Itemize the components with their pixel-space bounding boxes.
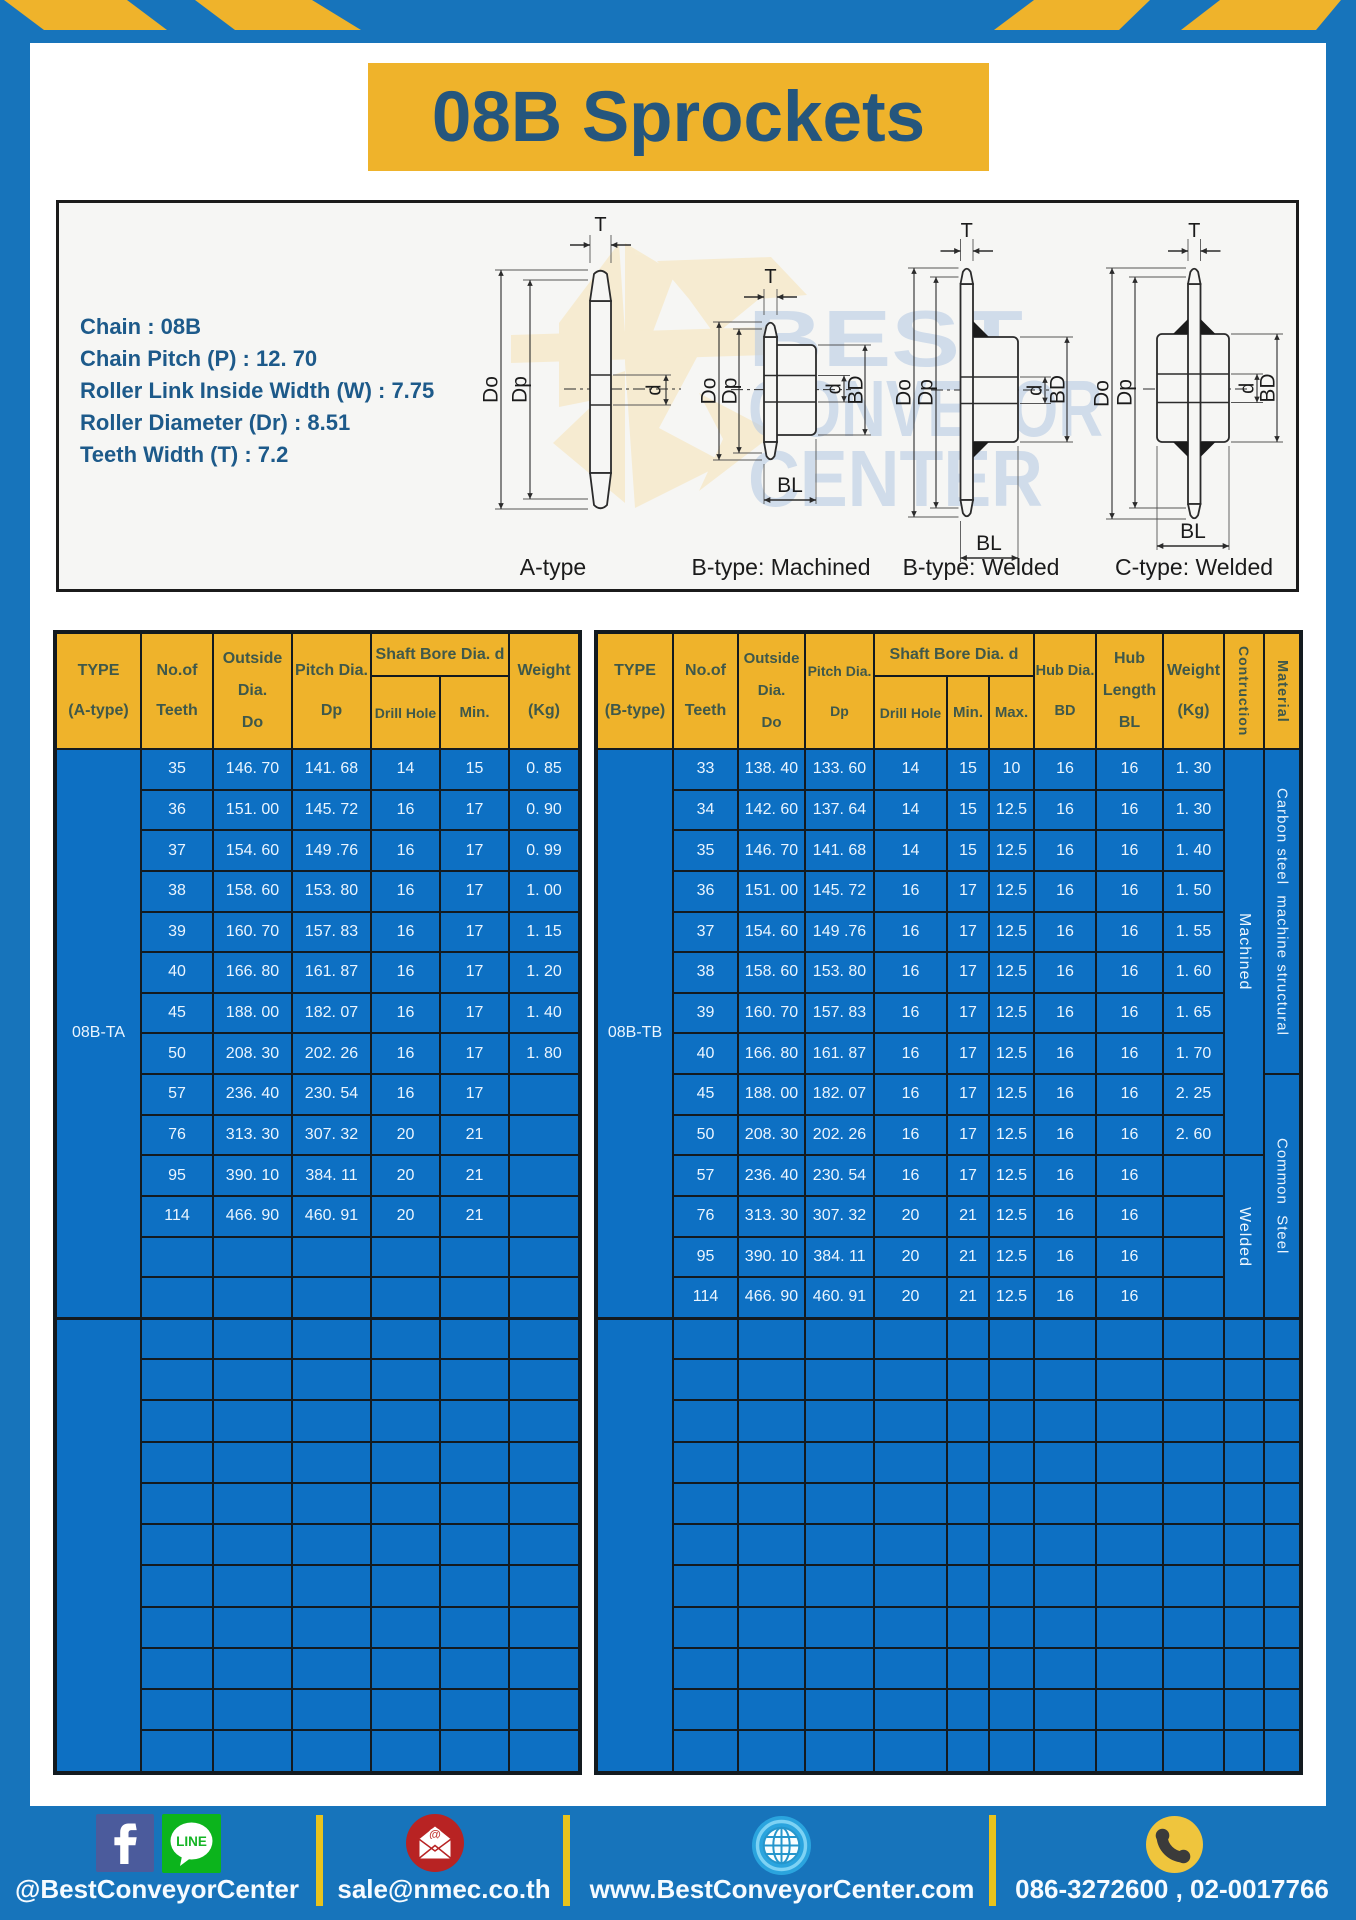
svg-text:Do: Do (1091, 380, 1114, 407)
svg-text:A-type: A-type (520, 554, 586, 580)
svg-text:T: T (764, 266, 776, 288)
svg-text:Chain Pitch (P) : 12. 70: Chain Pitch (P) : 12. 70 (80, 346, 317, 371)
svg-text:d: d (1236, 383, 1258, 394)
svg-text:T: T (1188, 220, 1200, 242)
svg-text:T: T (594, 214, 606, 236)
svg-text:B-type: Welded: B-type: Welded (903, 554, 1060, 580)
svg-text:Dp: Dp (509, 376, 532, 403)
svg-text:Teeth Width (T) : 7.2: Teeth Width (T) : 7.2 (80, 442, 288, 467)
svg-text:C-type: Welded: C-type: Welded (1115, 554, 1273, 580)
svg-text:Do: Do (893, 379, 916, 406)
svg-text:d: d (1024, 385, 1046, 396)
svg-text:Dp: Dp (915, 379, 938, 406)
svg-text:CENTER: CENTER (748, 434, 1043, 523)
svg-text:LINE: LINE (176, 1834, 207, 1849)
svg-text:BD: BD (1047, 375, 1070, 404)
svg-text:BD: BD (845, 375, 868, 404)
svg-text:@: @ (429, 1828, 441, 1842)
svg-text:d: d (643, 384, 665, 395)
svg-text:Do: Do (480, 376, 503, 403)
svg-text:Dp: Dp (1114, 379, 1137, 406)
svg-text:Dp: Dp (719, 378, 742, 405)
svg-text:BL: BL (976, 532, 1002, 555)
svg-text:BD: BD (1257, 373, 1280, 402)
svg-text:BL: BL (1180, 520, 1206, 543)
svg-text:T: T (961, 220, 973, 242)
svg-text:d: d (823, 383, 845, 394)
svg-text:B-type: Machined: B-type: Machined (692, 554, 871, 580)
svg-text:Roller Diameter (Dr) : 8.51: Roller Diameter (Dr) : 8.51 (80, 410, 350, 435)
svg-text:Chain : 08B: Chain : 08B (80, 314, 201, 339)
svg-text:Do: Do (698, 378, 721, 405)
svg-text:Roller Link Inside Width (W): Roller Link Inside Width (W) : 7.75 (80, 378, 434, 403)
svg-text:BL: BL (777, 474, 803, 497)
